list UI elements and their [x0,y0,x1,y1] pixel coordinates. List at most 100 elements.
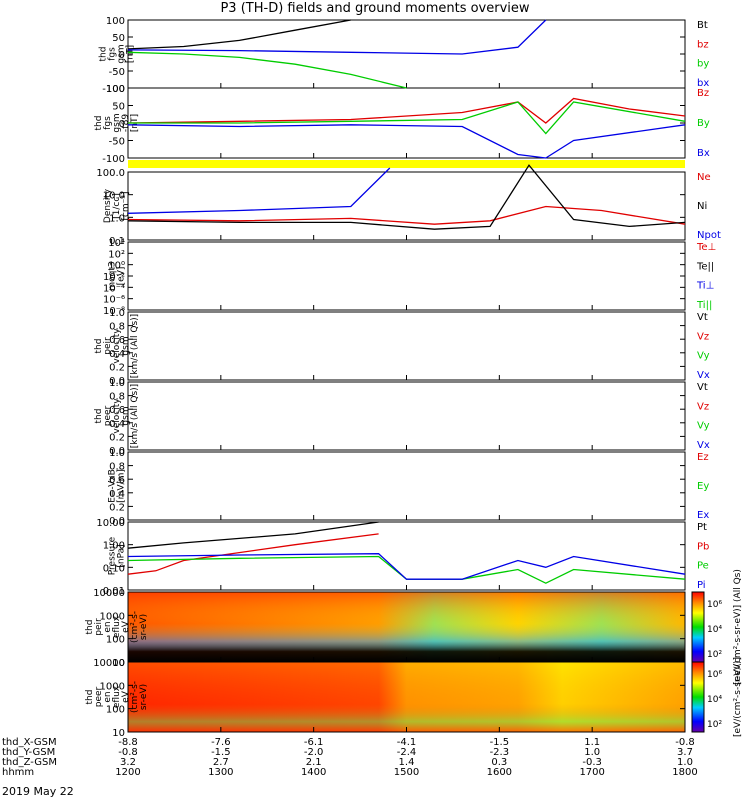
ytick-label-1-1: 50 [112,102,125,113]
ytick-label-6-5: 0.0 [109,516,125,527]
ylabel-0-line-1: fgs [108,47,118,61]
ytick-label-7-0: 10.00 [96,518,125,529]
xrow-1-6: 3.7 [677,747,693,758]
ylabel-3-line-1: [eV] [117,267,127,286]
ytick-label-8-0: 10000 [93,588,125,599]
colorbar-1 [691,661,705,733]
ylabel-5-line-4: [km/s (All Qs)] [130,384,140,448]
xrow-3-0: 1200 [115,767,140,778]
colorbar-label-0: [eV/(cm²-s-sr-eV)] (All Qs) [733,569,743,685]
ylabel-3-line-0: moqt3 [108,261,118,290]
series-Npot-8 [127,167,391,214]
xrow-1-5: 1.0 [584,747,600,758]
ytick-label-2-2: 1.0 [109,213,125,224]
series-Pt-9 [127,521,379,549]
xrow-1-2: -2.0 [304,747,324,758]
ylabel-2-line-2: [cm⁻³] [121,191,131,220]
ylabel-5-line-3: gsm [121,406,131,425]
panel-frame-4 [127,311,686,381]
xrow-1-0: -0.8 [118,747,138,758]
ylabel-4-line-0: thd [94,339,104,354]
ylabel-9-line-6: sr-eV) [139,684,149,710]
ytick-label-6-2: 0.6 [109,475,125,486]
xrow-2-3: 1.4 [399,757,415,768]
plot-title: P3 (TH-D) fields and ground moments over… [220,1,530,16]
ytick-label-2-3: 0.1 [109,236,125,247]
legend-3-1: Te|| [696,261,714,272]
xrow-label-0: thd_X-GSM [2,737,57,748]
ylabel-8: thd peir en eflux eV (cm²-s-sr-eV) [85,611,149,643]
xrow-3-5: 1700 [579,767,604,778]
ytick-label-0-0: 100 [106,16,125,27]
series-Bt-0 [127,19,351,50]
ylabel-5: thd peer velocity gsm [km/s (All Qs)] [94,384,140,448]
xrow-2-6: 1.0 [677,757,693,768]
ylabel-7-line-0: Pressure [108,536,118,575]
ylabel-1-line-3: -t89 [121,114,131,133]
xrow-label-3: hhmm [2,767,34,778]
legend-3-3: Ti|| [696,300,712,311]
spectrogram-electron-shade [128,662,685,732]
ytick-label-5-2: 0.6 [109,405,125,416]
ytick-label-6-0: 1.0 [109,448,125,459]
xrow-0-3: -4.1 [397,737,417,748]
xrow-0-0: -8.8 [118,737,138,748]
ytick-label-6-4: 0.2 [109,502,125,513]
colorbar-tick-0-0: 10⁶ [707,600,722,610]
panel-frame-5 [127,381,686,451]
colorbar-0 [691,591,705,663]
ylabel-4-line-2: velocity [112,328,122,364]
legend-7-0: Pt [697,522,707,533]
xrow-3-2: 1400 [301,767,326,778]
ytick-label-9-3: 10 [112,728,125,739]
series-Pi-12 [127,553,686,580]
ytick-label-4-1: 0.8 [109,322,125,333]
series-By-4 [128,101,686,135]
legend-3-2: Ti⊥ [696,281,714,292]
ytick-label-9-1: 1000 [100,681,125,692]
ylabel-8-line-4: eV [121,620,131,633]
legend-0-1: bz [697,39,709,50]
date-label: 2019 May 22 [2,785,74,798]
ytick-label-3-6: 10⁻⁸ [103,306,125,317]
flag-bar [128,160,685,168]
xrow-0-2: -6.1 [304,737,324,748]
legend-2-0: Ne [697,172,711,183]
legend-0-3: bx [697,78,709,89]
ytick-label-0-4: -100 [102,84,125,95]
ylabel-4-line-3: gsm [121,336,131,355]
ylabel-5-line-2: velocity [112,398,122,434]
legend-5-0: Vt [697,382,708,393]
ylabel-0-line-2: gsm [117,44,127,63]
ylabel-9-line-3: eflux [112,685,122,708]
colorbar-tick-1-2: 10² [707,720,722,730]
ylabel-9-line-1: peer [94,686,104,707]
ylabel-9-line-5: (cm²-s- [130,681,140,713]
ytick-label-2-1: 10.0 [103,191,125,202]
xrow-2-1: 2.7 [213,757,229,768]
legend-1-0: Bz [697,88,709,99]
legend-1-1: By [697,118,710,129]
legend-4-0: Vt [697,312,708,323]
xrow-2-5: -0.3 [582,757,602,768]
ylabel-7: Pressure [nPa] [108,536,127,575]
legend-6-2: Ex [697,510,709,521]
ytick-label-5-4: 0.2 [109,432,125,443]
xrow-3-6: 1800 [672,767,697,778]
ytick-label-1-4: -100 [102,154,125,165]
ytick-label-4-2: 0.6 [109,335,125,346]
ytick-label-0-1: 50 [112,33,125,44]
xrow-3-1: 1300 [208,767,233,778]
ytick-label-9-2: 100 [106,705,125,716]
ylabel-9-line-4: eV [121,690,131,703]
ylabel-6: E=-VxB [mV/m] [108,469,127,503]
ylabel-4-line-1: peir [103,337,113,355]
ylabel-8-line-2: en [103,621,113,632]
colorbar-tick-1-1: 10⁴ [707,695,722,705]
ytick-label-8-1: 1000 [100,611,125,622]
xrow-label-1: thd_Y-GSM [2,747,55,758]
legend-4-3: Vx [697,370,710,381]
ylabel-1-line-0: thd [94,116,104,131]
ylabel-8-line-1: peir [94,618,104,636]
